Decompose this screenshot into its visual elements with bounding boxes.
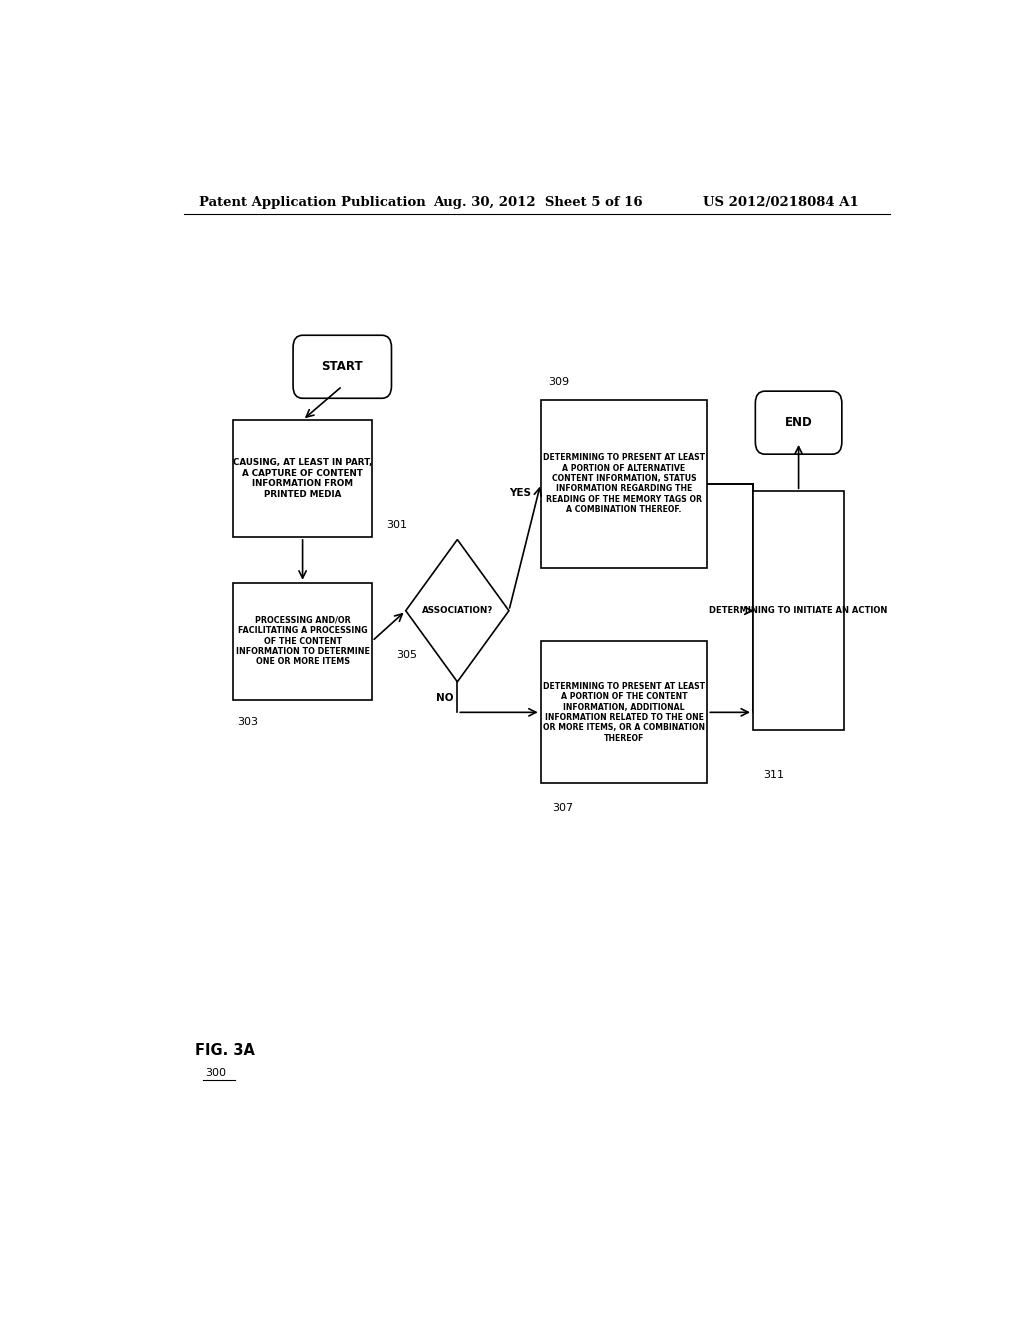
Text: END: END	[784, 416, 812, 429]
Text: START: START	[322, 360, 364, 374]
Text: 311: 311	[763, 771, 784, 780]
FancyBboxPatch shape	[756, 391, 842, 454]
Text: PROCESSING AND/OR
FACILITATING A PROCESSING
OF THE CONTENT
INFORMATION TO DETERM: PROCESSING AND/OR FACILITATING A PROCESS…	[236, 616, 370, 667]
FancyBboxPatch shape	[293, 335, 391, 399]
Polygon shape	[406, 540, 509, 682]
Text: US 2012/0218084 A1: US 2012/0218084 A1	[703, 195, 859, 209]
Text: DETERMINING TO PRESENT AT LEAST
A PORTION OF THE CONTENT
INFORMATION, ADDITIONAL: DETERMINING TO PRESENT AT LEAST A PORTIO…	[543, 682, 706, 743]
Text: 300: 300	[205, 1068, 226, 1078]
Text: 305: 305	[396, 651, 417, 660]
Bar	[233, 420, 372, 537]
Text: FIG. 3A: FIG. 3A	[196, 1043, 255, 1057]
Text: 303: 303	[238, 717, 258, 726]
Text: NO: NO	[436, 693, 454, 704]
Text: 301: 301	[386, 520, 407, 531]
Text: Patent Application Publication: Patent Application Publication	[200, 195, 426, 209]
Text: DETERMINING TO PRESENT AT LEAST
A PORTION OF ALTERNATIVE
CONTENT INFORMATION, ST: DETERMINING TO PRESENT AT LEAST A PORTIO…	[543, 453, 706, 515]
Text: 309: 309	[549, 378, 569, 387]
Bar	[753, 491, 844, 730]
Text: CAUSING, AT LEAST IN PART,
A CAPTURE OF CONTENT
INFORMATION FROM
PRINTED MEDIA: CAUSING, AT LEAST IN PART, A CAPTURE OF …	[232, 458, 373, 499]
Bar	[233, 582, 372, 700]
Text: YES: YES	[509, 488, 530, 498]
Bar	[541, 642, 708, 784]
Text: ASSOCIATION?: ASSOCIATION?	[422, 606, 493, 615]
Text: 307: 307	[553, 803, 573, 813]
Text: DETERMINING TO INITIATE AN ACTION: DETERMINING TO INITIATE AN ACTION	[710, 606, 888, 615]
Text: Aug. 30, 2012  Sheet 5 of 16: Aug. 30, 2012 Sheet 5 of 16	[433, 195, 643, 209]
Bar	[541, 400, 708, 568]
